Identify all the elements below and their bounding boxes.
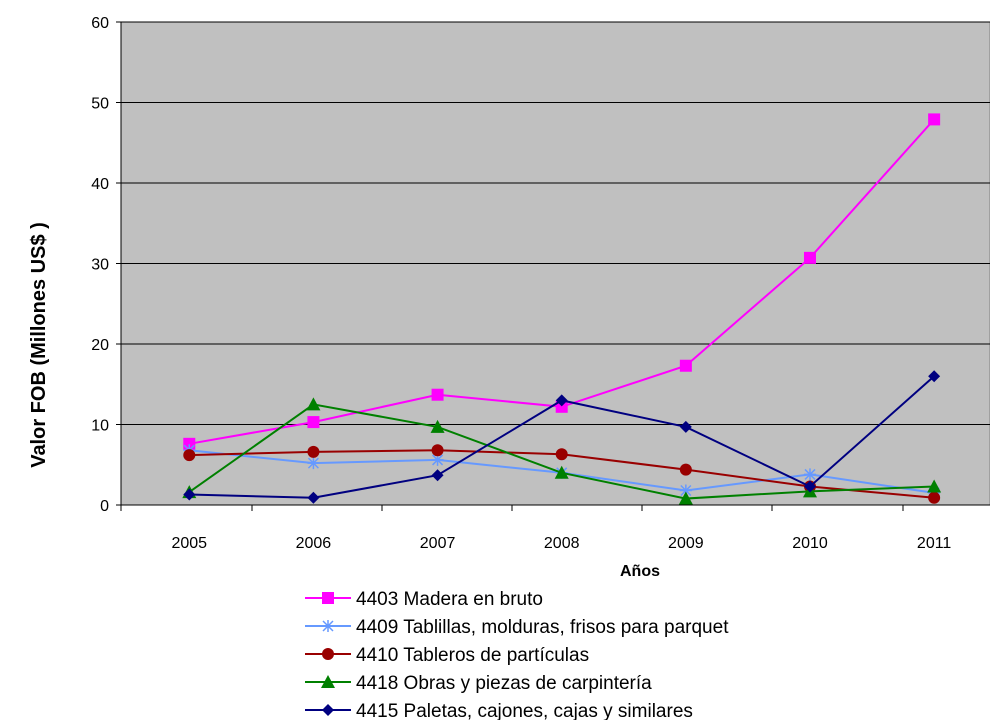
legend-marker [321,675,335,688]
data-point [307,457,320,470]
data-point [803,480,816,493]
data-point [431,388,444,401]
y-axis-title: Valor FOB (Millones US$ ) [28,222,50,468]
x-tick-label: 2011 [917,535,952,552]
data-point [307,416,320,429]
x-tick-label: 2008 [544,535,580,552]
data-point [555,448,568,461]
y-tick-label: 30 [91,257,109,274]
data-point [307,491,320,504]
legend: 4403 Madera en bruto 4409 Tablillas, mold… [305,589,729,720]
legend-label: 4409 Tablillas, molduras, frisos para pa… [356,617,729,638]
data-point [678,491,693,505]
legend-item: 4415 Paletas, cajones, cajas y similares [305,701,693,720]
data-point [928,491,941,504]
legend-label: 4415 Paletas, cajones, cajas y similares [356,701,693,720]
legend-marker [322,704,334,716]
legend-label: 4418 Obras y piezas de carpintería [356,673,652,694]
data-point [554,465,569,479]
data-point [431,453,444,466]
legend-item: 4409 Tablillas, molduras, frisos para pa… [305,617,729,638]
y-tick-label: 10 [91,418,109,435]
legend-label: 4410 Tableros de partículas [356,645,589,666]
y-tick-label: 0 [100,498,109,515]
data-point [679,420,692,433]
legend-marker [322,620,334,632]
data-point [928,370,941,383]
legend-marker [322,592,334,604]
x-tick-label: 2010 [792,535,828,552]
series-1 [183,113,941,450]
data-point [679,359,692,372]
x-axis-label: Años [620,563,660,580]
x-tick-label: 2005 [171,535,207,552]
data-point [431,444,444,457]
data-point [803,251,816,264]
data-point [679,484,692,497]
data-point [555,394,568,407]
x-tick-label: 2009 [668,535,704,552]
data-point [927,479,942,493]
y-tick-label: 20 [91,337,109,354]
legend-marker [322,648,334,660]
data-point [183,488,196,501]
data-point [928,113,941,126]
legend-item: 4418 Obras y piezas de carpintería [305,673,652,694]
data-point [803,468,816,481]
x-tick-label: 2007 [420,535,456,552]
legend-item: 4410 Tableros de partículas [305,645,589,666]
data-point [431,469,444,482]
data-point [679,463,692,476]
data-point [307,445,320,458]
series-5 [183,370,941,504]
data-point [306,397,321,411]
y-tick-label: 50 [91,96,109,113]
legend-label: 4403 Madera en bruto [356,589,543,610]
y-tick-label: 60 [91,15,109,32]
y-axis-label: Valor FOB (Millones US$ ) [28,222,50,468]
legend-item: 4403 Madera en bruto [305,589,543,610]
data-point [183,449,196,462]
data-point [555,400,568,413]
y-tick-label: 40 [91,176,109,193]
x-tick-label: 2006 [296,535,332,552]
data-point [430,419,445,433]
